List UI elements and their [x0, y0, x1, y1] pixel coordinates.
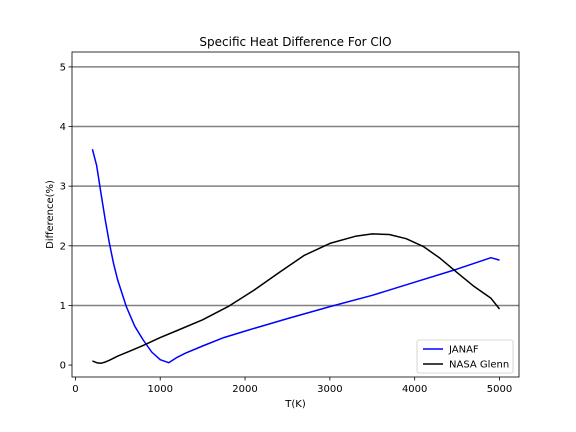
y-axis-label: Difference(%) [45, 180, 56, 249]
x-tick-label-3000: 3000 [317, 384, 342, 395]
legend-label-nasa-glenn: NASA Glenn [449, 360, 509, 371]
legend-label-janaf: JANAF [448, 345, 479, 356]
y-tick-label-3: 3 [60, 182, 66, 193]
y-tick-label-2: 2 [60, 241, 66, 252]
series-line-janaf [92, 149, 499, 363]
x-tick-label-1000: 1000 [147, 384, 172, 395]
legend: JANAF NASA Glenn [417, 340, 513, 373]
x-axis-label: T(K) [284, 399, 306, 410]
series-group [92, 149, 499, 363]
y-tick-label-4: 4 [60, 122, 66, 133]
y-tick-label-0: 0 [60, 361, 66, 372]
plot-frame [72, 52, 519, 377]
chart-title: Specific Heat Difference For ClO [199, 35, 391, 49]
x-tick-label-4000: 4000 [402, 384, 427, 395]
x-tick-label-0: 0 [72, 384, 78, 395]
x-axis: 0 1000 2000 3000 4000 5000 [72, 377, 512, 395]
x-tick-label-2000: 2000 [232, 384, 257, 395]
y-tick-label-1: 1 [60, 301, 66, 312]
grid [72, 67, 519, 306]
y-tick-label-5: 5 [60, 62, 66, 73]
y-axis: 0 1 2 3 4 5 [60, 62, 72, 371]
x-tick-label-5000: 5000 [487, 384, 512, 395]
